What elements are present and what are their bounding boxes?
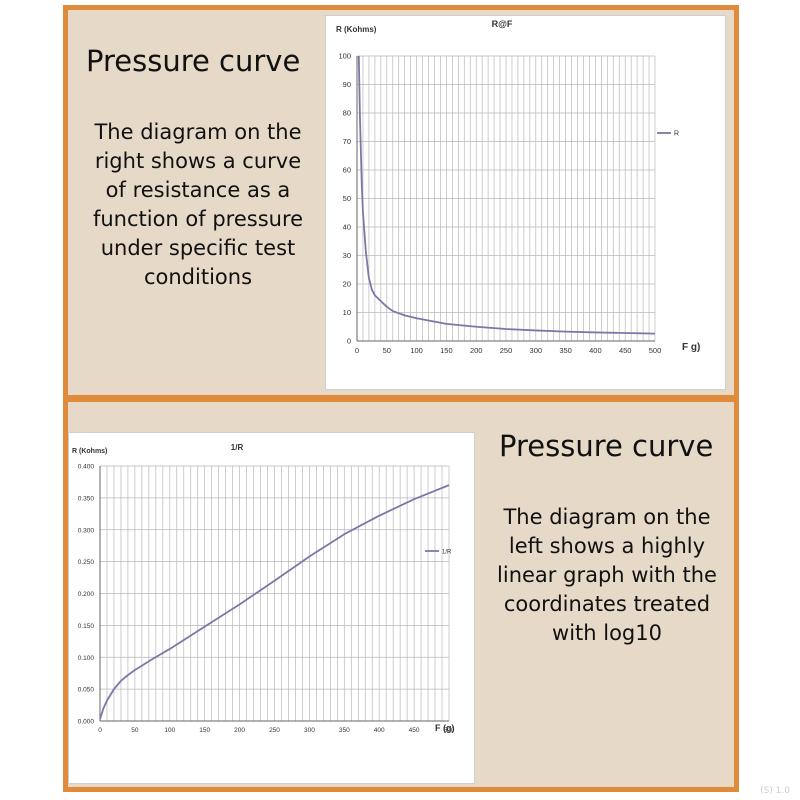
chart-title: 1/R [231, 443, 244, 452]
legend-label: R [674, 131, 679, 138]
top-heading: Pressure curve [86, 44, 301, 78]
y-tick-label: 0.200 [78, 591, 95, 598]
x-tick-label: 400 [374, 727, 385, 734]
y-axis-label: R (Kohms) [336, 25, 377, 34]
y-tick-label: 0.300 [78, 527, 95, 534]
series-line [357, 55, 656, 335]
x-tick-label: 0 [98, 727, 102, 734]
y-tick-label: 90 [343, 80, 351, 89]
y-axis-label: R (Kohms) [72, 448, 107, 455]
x-tick-label: 250 [269, 727, 280, 734]
x-tick-label: 300 [304, 727, 315, 734]
y-tick-label: 40 [343, 223, 351, 232]
top-description-line: conditions [143, 265, 253, 289]
y-tick-label: 0.000 [78, 719, 95, 726]
y-tick-label: 50 [343, 194, 351, 203]
x-tick-label: 200 [234, 727, 245, 734]
bottom-description-line: The diagram on the [503, 505, 711, 529]
y-tick-label: 80 [343, 109, 351, 118]
chart-title: R@F [492, 19, 513, 29]
y-tick-label: 0.150 [78, 623, 95, 630]
watermark: (S) 1.0 [760, 786, 790, 796]
y-tick-label: 0.250 [78, 559, 95, 566]
x-axis-label: F g) [682, 342, 700, 353]
chart-bottom-container: 0 50 100 150 200 250 300 350 400 450 500 0.000 0.050… [68, 432, 475, 784]
top-description-line: The diagram on the [94, 120, 302, 144]
bottom-description-line: coordinates treated [503, 592, 711, 616]
x-tick-label: 300 [530, 346, 543, 355]
y-tick-label: 0.400 [78, 464, 95, 471]
x-axis-label: F (g) [435, 723, 455, 733]
top-description-line: function of pressure [92, 207, 304, 231]
x-tick-label: 350 [559, 346, 572, 355]
x-tick-label: 200 [470, 346, 483, 355]
x-tick-label: 150 [440, 346, 453, 355]
top-description-line: under specific test [100, 236, 296, 260]
bottom-description-line: with log10 [552, 621, 662, 645]
chart-bottom: 0 50 100 150 200 250 300 350 400 450 500 0.000 0.050… [72, 443, 455, 734]
x-tick-label: 400 [589, 346, 602, 355]
x-tick-label: 500 [444, 727, 455, 734]
x-tick-label: 100 [410, 346, 423, 355]
y-tick-label: 10 [343, 308, 351, 317]
y-tick-label: 20 [343, 280, 351, 289]
y-tick-label: 70 [343, 137, 351, 146]
bottom-description-line: linear graph with the [497, 563, 717, 587]
legend-label: 1/R [442, 550, 452, 556]
x-tick-label: 500 [649, 346, 662, 355]
y-tick-label: 0.100 [78, 655, 95, 662]
y-tick-label: 0.050 [78, 687, 95, 694]
y-tick-label: 30 [343, 251, 351, 260]
x-tick-label: 450 [619, 346, 632, 355]
x-tick-label: 50 [131, 727, 139, 734]
x-tick-label: 150 [199, 727, 210, 734]
top-description: The diagram on the right shows a curve o… [72, 118, 324, 292]
y-tick-label: 60 [343, 166, 351, 175]
series-line [99, 484, 450, 720]
x-tick-label: 450 [409, 727, 420, 734]
bottom-description-line: left shows a highly [508, 534, 706, 558]
bottom-heading: Pressure curve [499, 429, 714, 463]
y-tick-label: 0 [347, 337, 351, 346]
chart-top: 0 50 100 150 200 250 300 350 400 450 500 0 10 20 30 40 5… [336, 19, 700, 355]
x-tick-label: 350 [339, 727, 350, 734]
top-description-line: of resistance as a [105, 178, 291, 202]
bottom-description: The diagram on the left shows a highly l… [479, 503, 735, 648]
x-tick-label: 50 [383, 346, 391, 355]
chart-top-container: 0 50 100 150 200 250 300 350 400 450 500 0 10 20 30 40 5… [325, 15, 726, 390]
top-description-line: right shows a curve [94, 149, 302, 173]
y-tick-label: 100 [338, 52, 351, 61]
x-tick-label: 250 [500, 346, 513, 355]
x-tick-label: 100 [164, 727, 175, 734]
y-tick-label: 0.350 [78, 495, 95, 502]
x-tick-label: 0 [355, 346, 359, 355]
